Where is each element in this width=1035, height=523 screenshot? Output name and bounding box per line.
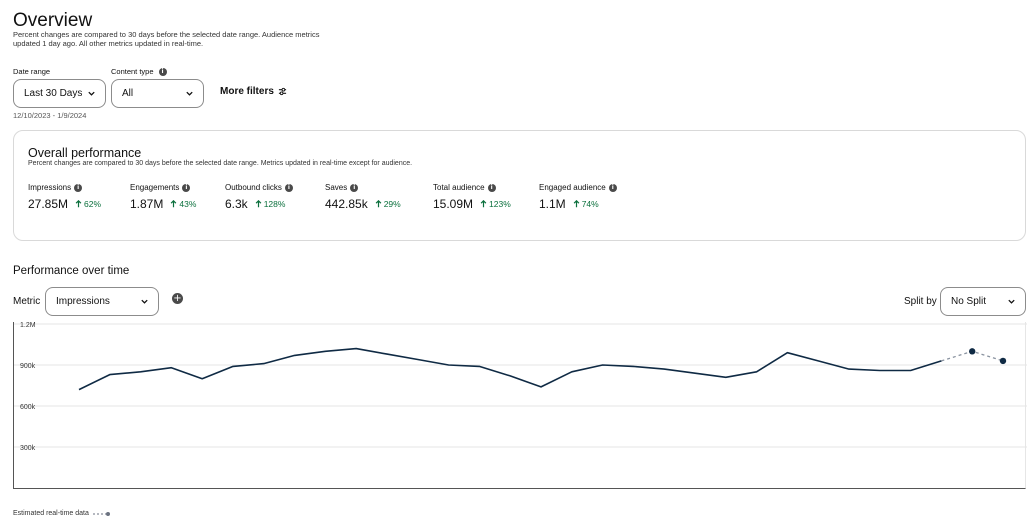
split-by-label: Split by (904, 296, 937, 307)
metric-value: 27.85M (28, 197, 69, 211)
page-title: Overview (13, 10, 93, 31)
metric-label: Total audience (433, 183, 485, 192)
metric-select[interactable]: Impressions (45, 287, 159, 316)
chevron-down-icon (1008, 299, 1015, 304)
y-tick-label: 300k (20, 445, 36, 452)
metric-change: 29% (383, 199, 401, 209)
metric-select-label: Metric (13, 296, 41, 307)
metric-total-audience: Total audience i 15.09M 123% (433, 183, 511, 211)
estimated-data-point (969, 348, 976, 355)
metric-change: 123% (489, 199, 511, 209)
more-filters-button[interactable]: More filters (220, 86, 287, 97)
metric-change: 43% (179, 199, 197, 209)
metric-value: 442.85k (325, 197, 368, 211)
date-range-select[interactable]: Last 30 Days (13, 79, 106, 108)
chevron-down-icon (141, 299, 148, 304)
add-metric-icon[interactable]: + (172, 293, 183, 304)
split-by-value: No Split (951, 296, 987, 307)
arrow-up-icon (375, 200, 382, 208)
filter-sliders-icon (278, 87, 287, 96)
chevron-down-icon (88, 91, 95, 96)
overall-performance-title: Overall performance (28, 146, 142, 160)
info-icon[interactable]: i (487, 183, 496, 192)
y-tick-label: 1.2M (20, 322, 36, 329)
info-icon[interactable]: i (284, 183, 293, 192)
metric-label: Impressions (28, 183, 72, 192)
metric-label: Engagements (130, 183, 180, 192)
date-range-value: Last 30 Days (24, 88, 83, 99)
metric-change: 62% (84, 199, 102, 209)
metric-change: 128% (263, 199, 286, 209)
arrow-up-icon (480, 200, 487, 208)
arrow-up-icon (75, 200, 82, 208)
info-icon[interactable]: i (182, 183, 191, 192)
overall-performance-card: Overall performance Percent changes are … (13, 130, 1026, 241)
info-icon[interactable]: i (608, 183, 617, 192)
info-icon[interactable]: i (350, 183, 359, 192)
performance-over-time-title: Performance over time (13, 265, 130, 277)
metric-change: 74% (581, 199, 599, 209)
metric-select-value: Impressions (56, 296, 110, 307)
legend-label: Estimated real-time data (13, 510, 89, 517)
y-tick-label: 600k (20, 404, 36, 411)
content-type-value: All (122, 88, 134, 99)
arrow-up-icon (255, 200, 262, 208)
arrow-up-icon (171, 200, 177, 208)
more-filters-label: More filters (220, 86, 274, 97)
split-by-select[interactable]: No Split (940, 287, 1026, 316)
metric-label: Saves (325, 183, 348, 192)
arrow-up-icon (573, 200, 580, 208)
y-tick-label: 900k (20, 363, 36, 370)
metric-engagements: Engagements i 1.87M 43% (130, 183, 196, 211)
content-type-select[interactable]: All (111, 79, 204, 108)
metric-engaged-audience: Engaged audience i 1.1M 74% (539, 183, 617, 211)
chart-legend: Estimated real-time data (13, 510, 112, 517)
metric-value: 1.1M (539, 197, 566, 211)
content-type-label: Content type (111, 67, 154, 76)
overall-performance-subtitle: Percent changes are compared to 30 days … (28, 160, 413, 167)
date-range-label: Date range (13, 67, 51, 76)
metric-value: 1.87M (130, 197, 164, 211)
metric-outbound-clicks: Outbound clicks i 6.3k 128% (225, 183, 293, 211)
page-subtitle: Percent changes are compared to 30 days … (13, 30, 320, 48)
info-icon[interactable]: i (74, 183, 83, 192)
metric-label: Engaged audience (539, 183, 606, 192)
estimated-data-legend-icon (92, 511, 110, 516)
metric-impressions: Impressions i 27.85M 62% (28, 183, 101, 211)
date-range-text: 12/10/2023 - 1/9/2024 (13, 111, 87, 120)
chevron-down-icon (186, 91, 193, 96)
metric-saves: Saves i 442.85k 29% (325, 183, 401, 211)
content-type-label-row: Content type i (111, 67, 167, 76)
series-line-impressions (78, 347, 942, 391)
metric-value: 6.3k (225, 197, 248, 211)
metric-value: 15.09M (433, 197, 474, 211)
estimated-data-point (999, 357, 1007, 365)
metric-label: Outbound clicks (225, 183, 282, 192)
info-icon[interactable]: i (158, 67, 167, 76)
